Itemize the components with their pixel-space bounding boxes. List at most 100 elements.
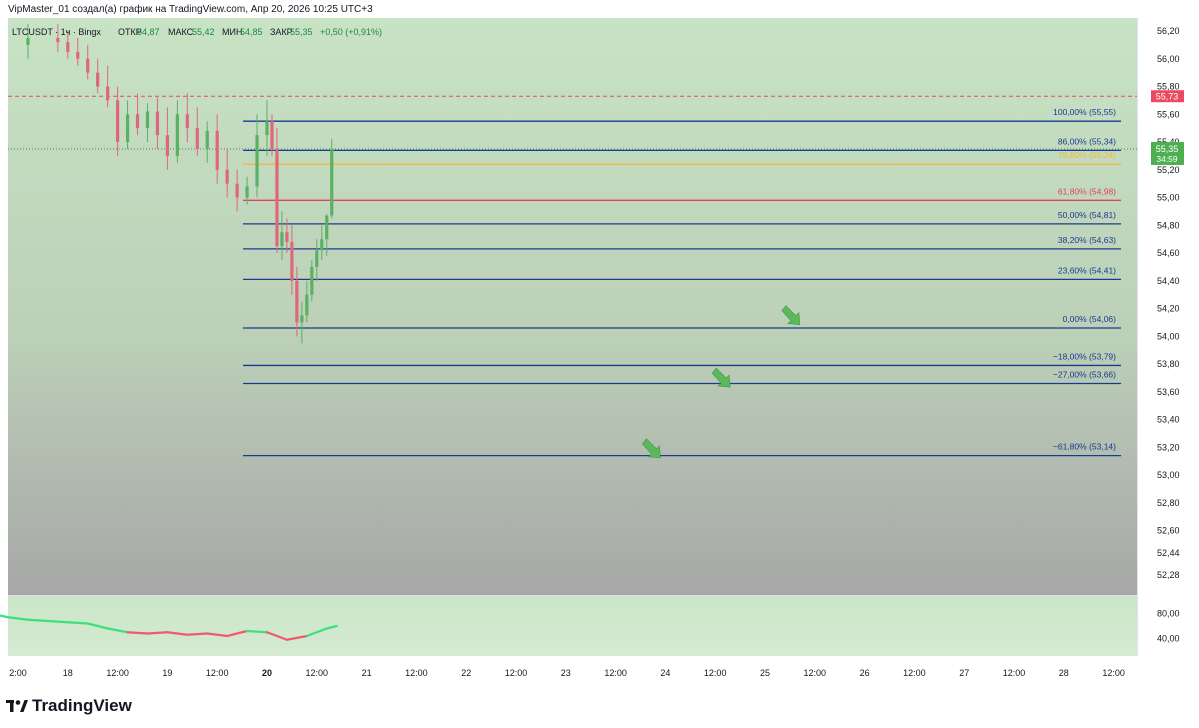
price-tick-label: 54,60 [1157, 248, 1180, 258]
down-arrow-icon [642, 438, 661, 459]
time-axis[interactable]: 2:00 18 12:00 19 12:00 20 12:00 21 12:00 22 12:00 2… [9, 668, 1125, 678]
price-tick-label: 52,44 [1157, 548, 1180, 558]
candle-body [265, 121, 269, 136]
fib-level-label: 100,00% (55,55) [1053, 107, 1116, 117]
price-tick-label: 56,20 [1157, 26, 1180, 36]
candle-body [116, 100, 120, 143]
candle-body [145, 111, 150, 129]
chart-area[interactable]: 56,2056,0055,8055,6055,4055,2055,0054,80… [0, 0, 1199, 690]
candles [26, 24, 334, 344]
time-tick-label: 12:00 [903, 668, 926, 678]
time-tick-label: 12:00 [106, 668, 129, 678]
oscillator-line-segment [285, 634, 308, 641]
price-tick-label: 55,60 [1157, 109, 1180, 119]
fib-level-label: 78,60% (55,24) [1058, 150, 1116, 160]
fib-level-label: −61,80% (53,14) [1053, 442, 1116, 452]
legend-high-label: МАКС [168, 27, 194, 37]
time-tick-label: 23 [561, 668, 571, 678]
candle-body [245, 186, 249, 198]
candle-body [305, 294, 309, 316]
candle-body [56, 37, 60, 43]
fib-level-label: 50,00% (54,81) [1058, 210, 1116, 220]
alert-price-badge [1151, 90, 1184, 103]
legend-open-value: 54,87 [137, 27, 160, 37]
oscillator-line-segment [26, 618, 49, 623]
oscillator-line-segment [166, 631, 189, 636]
candle-body [300, 315, 304, 323]
candle-body [175, 114, 179, 156]
price-tick-label: 52,80 [1157, 498, 1180, 508]
price-tick-label: 53,40 [1157, 415, 1180, 425]
candle-body [320, 239, 324, 251]
candle-body [185, 114, 189, 129]
fib-level-label: 23,60% (54,41) [1058, 265, 1116, 275]
fib-level-label: 86,00% (55,34) [1058, 136, 1116, 146]
oscillator-pane-background [8, 596, 1137, 656]
candle-body [195, 128, 199, 149]
price-tick-label: 53,60 [1157, 387, 1180, 397]
tradingview-footer: TradingView [6, 694, 132, 718]
candle-body [280, 232, 284, 247]
price-tick-label: 52,28 [1157, 570, 1180, 580]
legend-symbol: LTCUSDT · 1ч · Bingx [12, 27, 101, 37]
tradingview-logo-icon [6, 700, 28, 712]
time-tick-label: 12:00 [1003, 668, 1026, 678]
time-tick-label: 2:00 [9, 668, 27, 678]
candle-body [76, 51, 80, 59]
countdown-label: 34:59 [1156, 154, 1178, 164]
candle-body [155, 111, 160, 136]
legend-open-label: ОТКР [118, 27, 142, 37]
oscillator-line-segment [186, 632, 209, 636]
time-tick-label: 24 [660, 668, 670, 678]
candle-body [325, 215, 329, 240]
oscillator-tick-label: 40,00 [1157, 634, 1180, 644]
oscillator-line-segment [206, 632, 229, 638]
oscillator-line-segment [245, 629, 269, 634]
oscillator-line-segment [126, 631, 149, 635]
time-tick-label: 12:00 [704, 668, 727, 678]
candle-body [125, 114, 130, 143]
oscillator-line-segment [305, 627, 328, 638]
price-tick-label: 53,80 [1157, 359, 1180, 369]
candle-body [106, 86, 110, 101]
price-tick-label: 54,00 [1157, 331, 1180, 341]
fib-level-label: −27,00% (53,66) [1053, 369, 1116, 379]
candle-body [330, 148, 334, 216]
price-tick-label: 55,00 [1157, 193, 1180, 203]
price-tick-label: 54,80 [1157, 220, 1180, 230]
time-tick-label: 12:00 [206, 668, 229, 678]
last-price-label: 55,35 [1156, 144, 1179, 154]
time-tick-label: 21 [362, 668, 372, 678]
oscillator-line-segment [106, 627, 129, 634]
price-tick-label: 53,00 [1157, 470, 1180, 480]
oscillator-line-segment [226, 629, 249, 638]
time-tick-label: 19 [162, 668, 172, 678]
legend-change: +0,50 (+0,91%) [320, 27, 382, 37]
time-tick-label: 27 [959, 668, 969, 678]
price-tick-label: 55,80 [1157, 82, 1180, 92]
oscillator-line-segment [6, 616, 30, 621]
oscillator-line-segment [265, 631, 289, 641]
fib-level-label: 61,80% (54,98) [1058, 186, 1116, 196]
candle-body [66, 42, 70, 52]
price-tick-label: 53,20 [1157, 442, 1180, 452]
oscillator-line-segment [46, 619, 69, 624]
candle-body [225, 169, 229, 184]
time-tick-label: 12:00 [1102, 668, 1125, 678]
fibonacci-levels[interactable]: 100,00% (55,55) 86,00% (55,34) 78,60% (55,… [8, 107, 1137, 457]
price-tick-label: 54,20 [1157, 304, 1180, 314]
price-axis[interactable]: 56,2056,0055,8055,6055,4055,2055,0054,80… [1157, 26, 1180, 580]
candle-body [290, 241, 294, 281]
time-tick-label: 28 [1059, 668, 1069, 678]
oscillator-line-segment [0, 614, 10, 619]
time-tick-label: 20 [262, 668, 272, 678]
oscillator: 80,00 40,00 [0, 609, 1180, 644]
candle-body [135, 114, 140, 129]
candle-body [255, 135, 259, 187]
brand-name: TradingView [32, 696, 132, 715]
candle-body [96, 72, 100, 87]
oscillator-tick-label: 80,00 [1157, 609, 1180, 619]
candle-body [235, 183, 239, 198]
time-tick-label: 12:00 [604, 668, 627, 678]
